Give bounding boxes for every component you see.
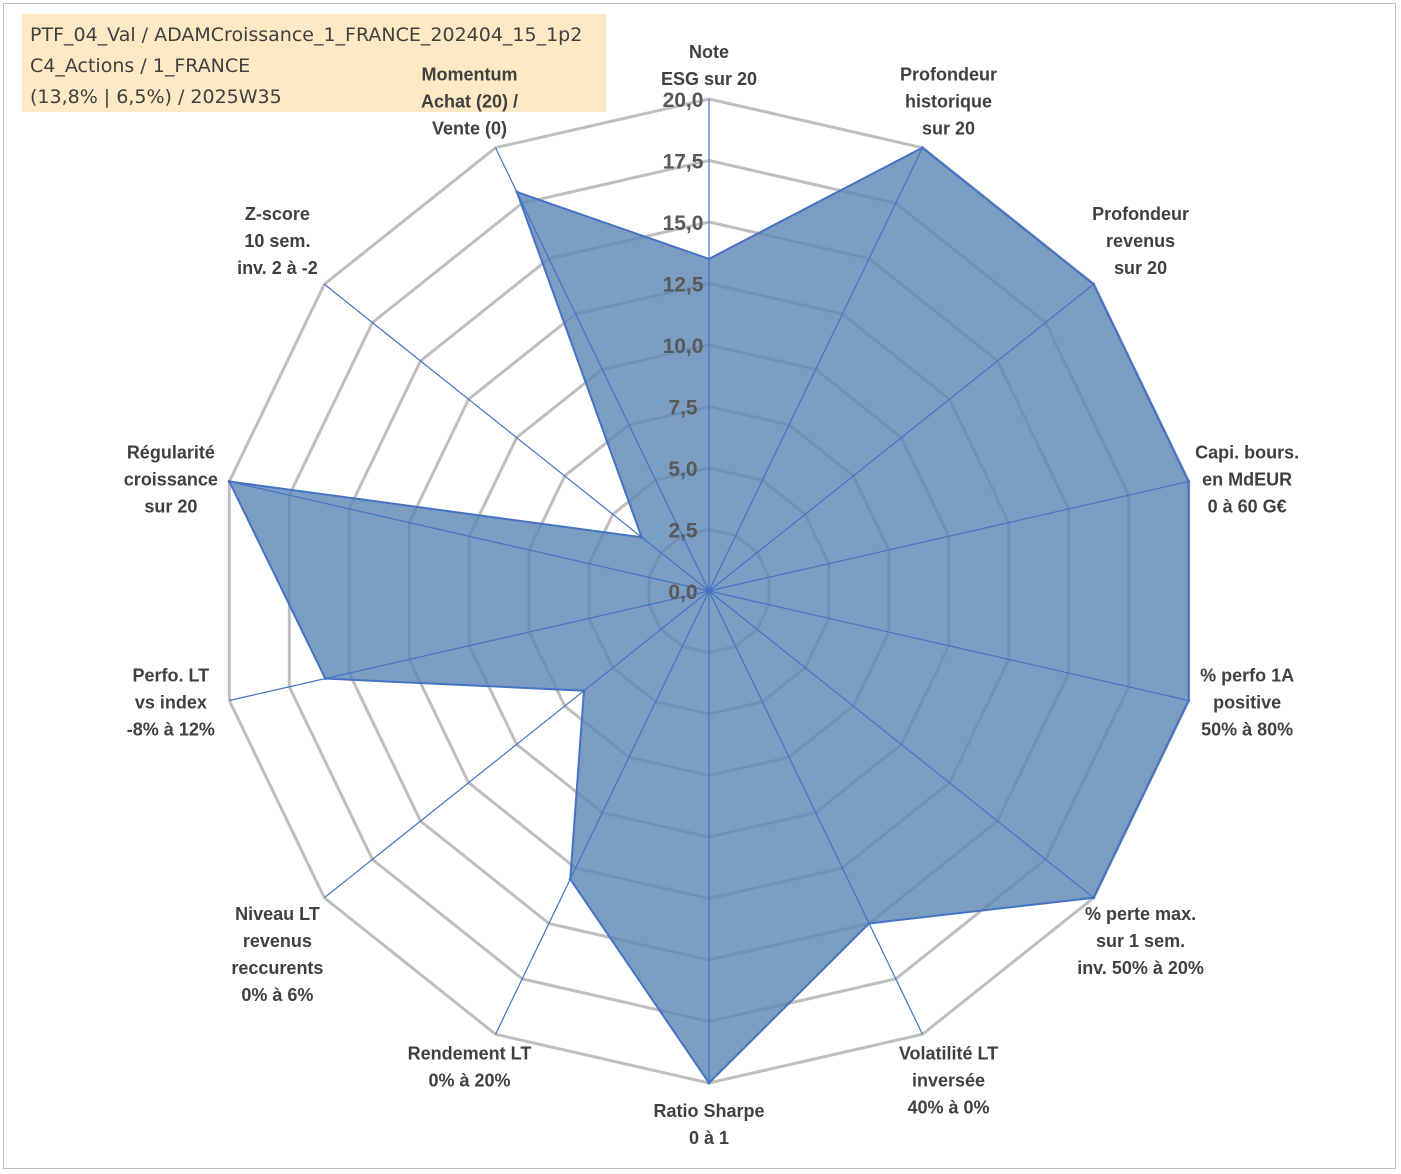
radar-tick-labels: 0,0 2,5 5,0 7,5 10,0 12,5 15,0 17,5 20,0 [663,89,704,604]
axis-label: Rendement LT 0% à 20% [408,1043,532,1090]
info-line-category: C4_Actions / 1_FRANCE [30,55,251,77]
axis-label-line: % perfo 1A [1200,666,1294,686]
axis-label-line: en MdEUR [1202,469,1292,489]
tick-label: 20,0 [663,89,704,112]
chart-frame [3,3,1396,1169]
axis-spoke [708,147,924,592]
axis-label: Volatilité LT inversée 40% à 0% [899,1043,998,1117]
axis-spoke [708,590,1095,899]
axis-label: Régularité croissance sur 20 [124,442,218,516]
axis-label-line: 0 à 60 G€ [1208,496,1287,516]
axis-label-line: 0 à 1 [689,1128,729,1148]
axis-label-line: sur 20 [144,496,197,516]
info-line-portfolio: PTF_04_Val / ADAMCroissance_1_FRANCE_202… [30,24,583,46]
tick-label: 17,5 [663,151,704,174]
tick-label: 2,5 [668,520,698,543]
axis-label: Note ESG sur 20 [661,42,757,89]
axis-label-line: Achat (20) / [421,92,518,112]
axis-label-line: vs index [135,693,207,713]
tick-label: 10,0 [663,335,704,358]
axis-label: Z-score 10 sem. inv. 2 à -2 [237,204,318,278]
axis-label-line: croissance [124,469,218,489]
axis-spoke [708,480,1189,592]
axis-label-line: Z-score [245,204,310,224]
axis-label-line: positive [1213,693,1281,713]
axis-label-line: inversée [912,1070,985,1090]
axis-label-line: % perte max. [1085,904,1196,924]
axis-label-line: revenus [243,931,312,951]
axis-spoke [708,590,924,1035]
axis-label-line: ESG sur 20 [661,69,757,89]
portfolio-info-box: PTF_04_Val / ADAMCroissance_1_FRANCE_202… [22,14,606,112]
axis-spoke [494,590,710,1035]
axis-label-line: Régularité [127,442,215,462]
axis-label-line: sur 20 [922,119,975,139]
axis-label: % perte max. sur 1 sem. inv. 50% à 20% [1077,904,1204,978]
axis-label: Profondeur historique sur 20 [900,65,997,139]
tick-label: 12,5 [663,274,704,297]
axis-label-line: Ratio Sharpe [653,1101,764,1121]
axis-spoke [323,283,710,592]
tick-label: 7,5 [668,397,698,420]
axis-spoke [229,590,710,702]
info-line-stats: (13,8% | 6,5%) / 2025W35 [30,86,282,108]
axis-label-line: -8% à 12% [127,720,215,740]
axis-label: Profondeur revenus sur 20 [1092,204,1189,278]
axis-label-line: Vente (0) [432,119,507,139]
axis-spoke [229,480,710,592]
axis-label: Perfo. LT vs index -8% à 12% [127,666,215,740]
axis-label-line: Profondeur [1092,204,1189,224]
axis-label-line: sur 20 [1114,258,1167,278]
axis-label-line: Volatilité LT [899,1043,998,1063]
axis-label-line: Rendement LT [408,1043,532,1063]
axis-label-line: inv. 50% à 20% [1077,958,1204,978]
axis-spoke [323,590,710,899]
axis-label-line: sur 1 sem. [1096,931,1185,951]
axis-spoke [494,147,710,592]
axis-label-line: Perfo. LT [133,666,210,686]
axis-label-line: reccurents [231,958,323,978]
axis-label-line: Momentum [421,65,517,85]
axis-label-line: 50% à 80% [1201,720,1293,740]
tick-label: 0,0 [668,581,697,604]
axis-label: Momentum Achat (20) / Vente (0) [421,65,518,139]
radar-axis-labels: Note ESG sur 20 Profondeur historique sur 20… [124,42,1299,1148]
axis-label: % perfo 1A positive 50% à 80% [1200,666,1294,740]
tick-label: 5,0 [668,458,697,481]
axis-spoke [708,283,1095,592]
axis-label-line: Note [689,42,729,62]
axis-label: Niveau LT revenus reccurents 0% à 6% [231,904,323,1005]
axis-label-line: 40% à 0% [907,1097,989,1117]
tick-label: 15,0 [663,212,704,235]
axis-label: Capi. bours. en MdEUR 0 à 60 G€ [1195,442,1299,516]
axis-label-line: 0% à 6% [241,985,313,1005]
axis-label-line: Capi. bours. [1195,442,1299,462]
radar-spokes [229,99,1189,1083]
axis-label-line: 10 sem. [244,231,310,251]
axis-label-line: Niveau LT [235,904,320,924]
axis-label: Ratio Sharpe 0 à 1 [653,1101,764,1148]
axis-label-line: historique [905,92,992,112]
axis-label-line: 0% à 20% [428,1070,510,1090]
axis-label-line: Profondeur [900,65,997,85]
axis-spoke [708,590,1189,702]
axis-label-line: inv. 2 à -2 [237,258,318,278]
axis-label-line: revenus [1106,231,1175,251]
